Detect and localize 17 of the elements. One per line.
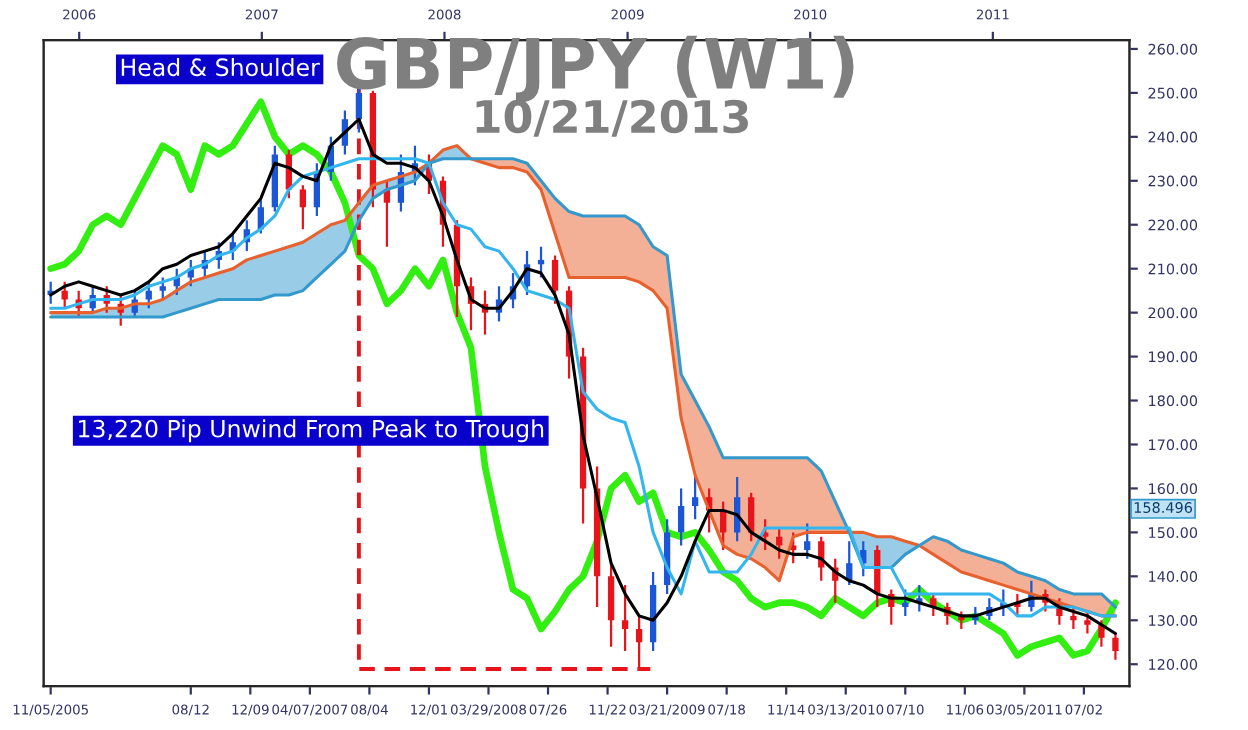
annotation: 13,220 Pip Unwind From Peak to Trough	[79, 419, 544, 443]
candlestick	[1112, 632, 1119, 661]
candlestick	[1070, 605, 1077, 631]
candlestick	[159, 276, 166, 301]
candlestick	[621, 584, 629, 653]
candlestick	[1084, 610, 1091, 635]
candlestick	[776, 526, 783, 560]
candlestick	[677, 487, 685, 547]
chart-title: GBP/JPY (W1)	[337, 35, 854, 103]
candlestick	[1098, 619, 1105, 648]
candlestick	[804, 522, 811, 560]
annotation: Head & Shoulder	[121, 57, 320, 77]
candlestick	[299, 184, 307, 231]
text: 10/21/2013	[476, 99, 748, 137]
candlestick	[551, 254, 559, 305]
candlestick	[691, 474, 699, 521]
candlestick	[607, 562, 615, 648]
